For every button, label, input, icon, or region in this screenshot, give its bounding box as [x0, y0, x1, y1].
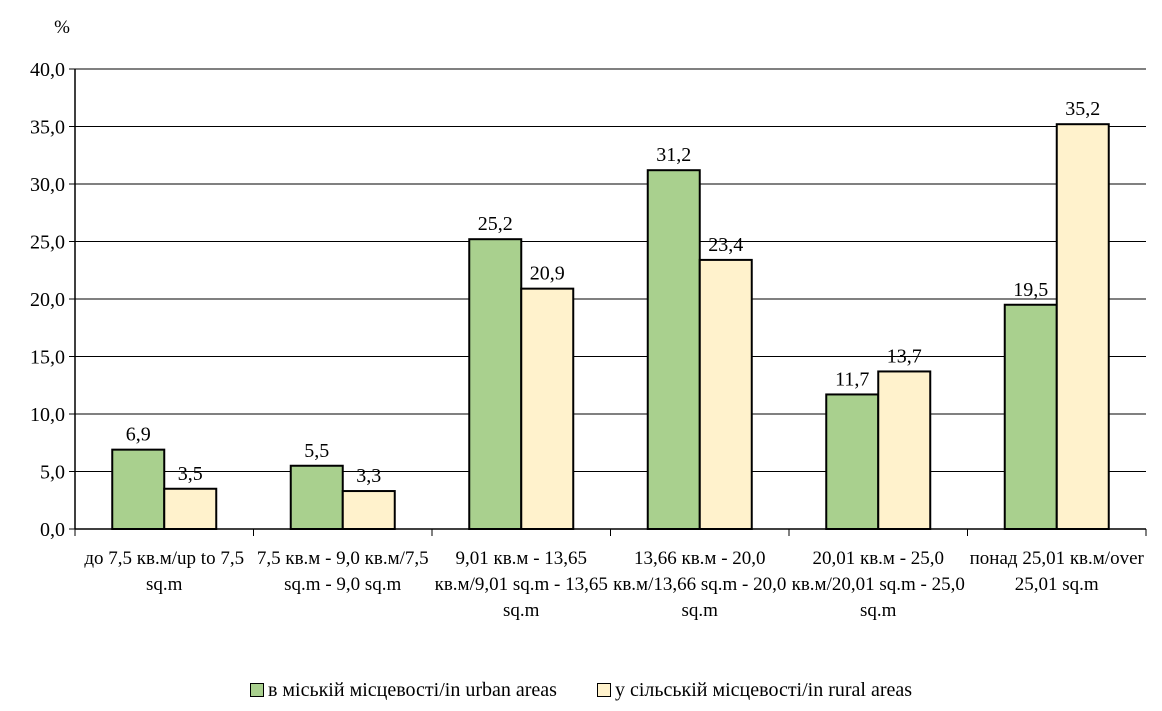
data-label-urban: 19,5 — [1013, 279, 1048, 301]
bar-urban — [468, 238, 523, 530]
bar-urban — [646, 169, 701, 530]
bar-rural — [1055, 123, 1110, 530]
data-label-urban: 6,9 — [126, 424, 151, 446]
x-category-label: 7,5 кв.м - 9,0 кв.м/7,5 sq.m - 9,0 sq.m — [256, 548, 429, 595]
y-tick-label: 0,0 — [40, 519, 65, 541]
data-label-rural: 3,3 — [356, 465, 381, 487]
y-tick-label: 35,0 — [30, 117, 65, 139]
data-label-rural: 13,7 — [887, 345, 922, 367]
bar-urban — [825, 393, 880, 531]
y-tick-label: 40,0 — [30, 59, 65, 81]
data-label-urban: 31,2 — [656, 144, 691, 166]
x-category-label: до 7,5 кв.м/up to 7,5 sq.m — [84, 548, 245, 595]
legend-swatch-rural — [596, 683, 611, 697]
bar-rural — [520, 287, 575, 530]
data-label-urban: 5,5 — [304, 440, 329, 462]
y-tick-label: 5,0 — [40, 462, 65, 484]
bar-urban — [111, 448, 166, 530]
x-category-label: понад 25,01 кв.м/over 25,01 sq.m — [969, 548, 1144, 595]
legend-label-urban: в міській місцевості/in urban areas — [267, 678, 557, 701]
y-tick-label: 15,0 — [30, 347, 65, 369]
bar-urban — [1003, 303, 1058, 530]
x-category-label: 9,01 кв.м - 13,65 кв.м/9,01 sq.m - 13,65… — [434, 548, 608, 621]
data-label-rural: 20,9 — [530, 263, 565, 285]
y-axis-unit-label: % — [54, 17, 70, 38]
legend-item-urban: в міській місцевості/in urban areas — [249, 678, 557, 702]
legend-item-rural: у сільській місцевості/in rural areas — [596, 678, 913, 702]
y-tick-label: 20,0 — [30, 289, 65, 311]
data-label-urban: 25,2 — [478, 213, 513, 235]
y-tick-label: 30,0 — [30, 174, 65, 196]
bar-rural — [341, 490, 396, 530]
legend: в міській місцевості/in urban areas у сі… — [0, 677, 1162, 703]
bar-urban — [289, 464, 344, 530]
y-tick-label: 10,0 — [30, 404, 65, 426]
data-label-rural: 35,2 — [1065, 98, 1100, 120]
legend-swatch-urban — [249, 683, 264, 697]
bar-rural — [163, 487, 218, 530]
data-label-rural: 3,5 — [178, 463, 203, 485]
data-label-rural: 23,4 — [708, 234, 743, 256]
x-category-label: 20,01 кв.м - 25,0 кв.м/20,01 sq.m - 25,0… — [791, 548, 965, 621]
bar-rural — [698, 258, 753, 530]
x-category-label: 13,66 кв.м - 20,0 кв.м/13,66 sq.m - 20,0… — [613, 548, 787, 621]
y-tick-label: 25,0 — [30, 232, 65, 254]
data-label-urban: 11,7 — [835, 368, 869, 390]
legend-label-rural: у сільській місцевості/in rural areas — [614, 678, 913, 701]
bar-rural — [877, 370, 932, 531]
